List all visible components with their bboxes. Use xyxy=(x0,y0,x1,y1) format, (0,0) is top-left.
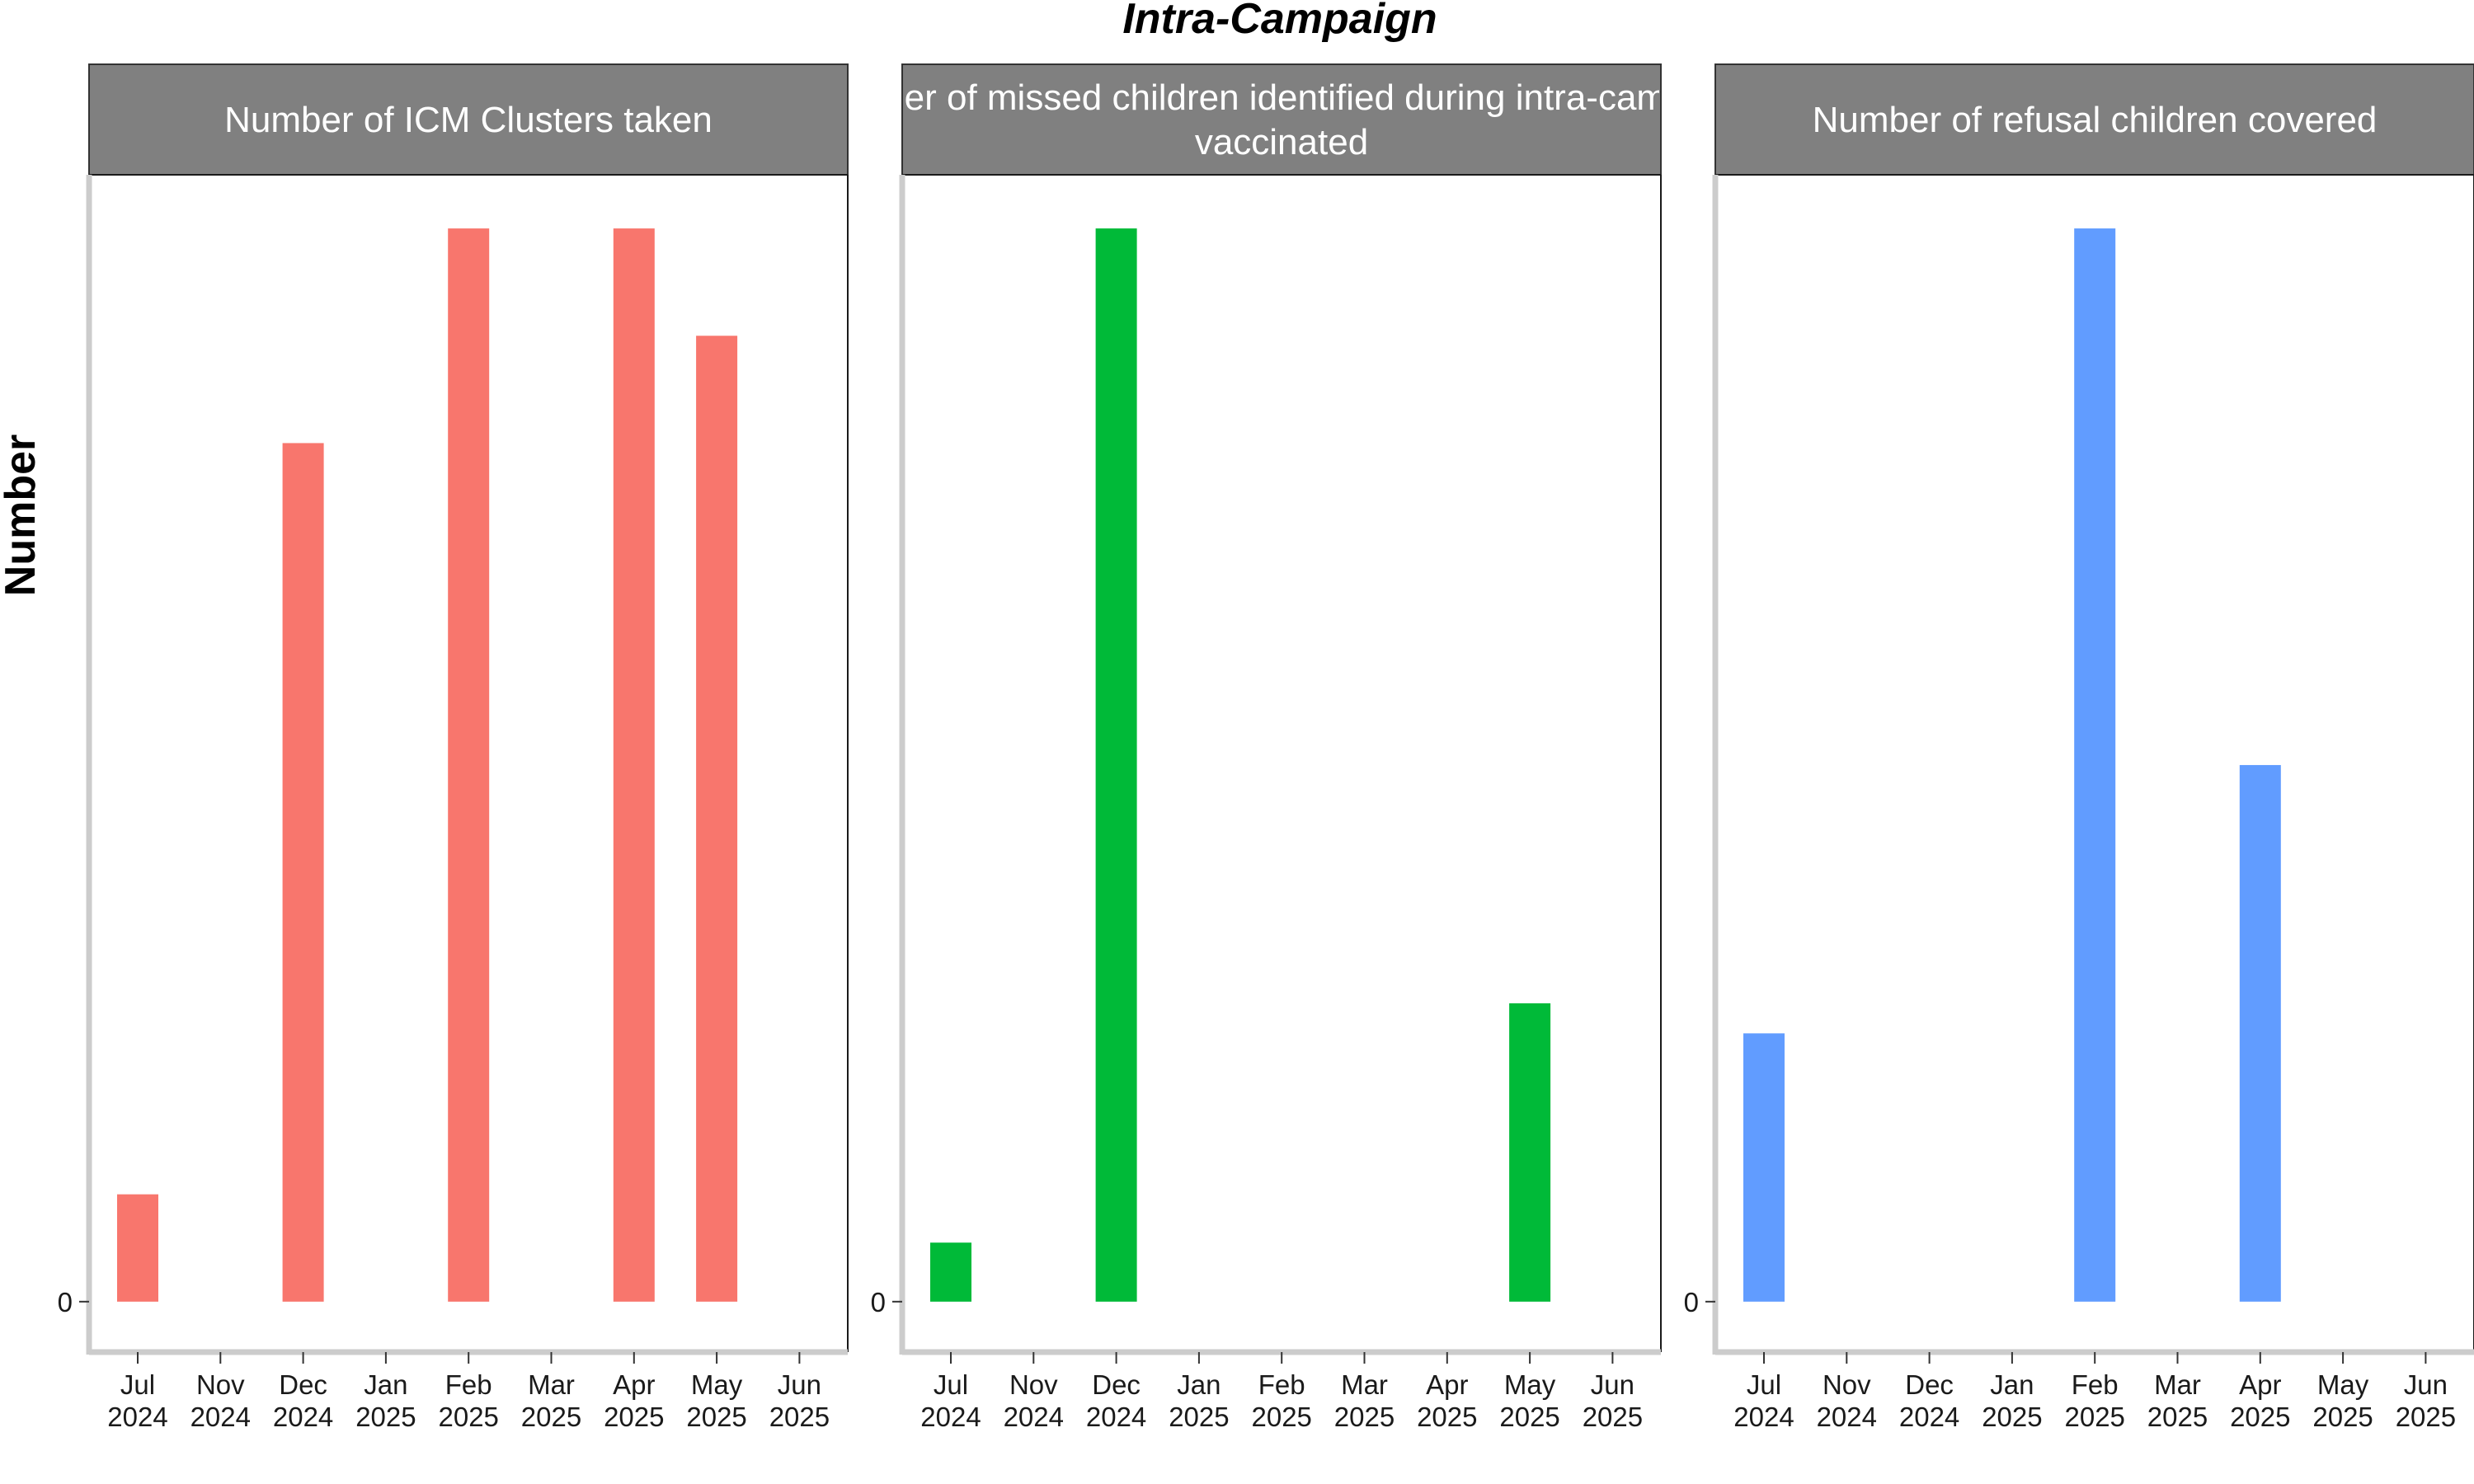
x-tick-label: Nov 2024 xyxy=(1004,1369,1064,1432)
x-tick-label: Dec 2024 xyxy=(273,1369,333,1432)
x-tick-label: Dec 2024 xyxy=(1899,1369,1959,1432)
panel-1: Number of ICM Clusters taken 0 Jul 2024 Nov 2… xyxy=(58,63,849,1432)
x-tick-label: Dec 2024 xyxy=(1086,1369,1146,1432)
facet-strip xyxy=(901,63,1662,176)
y-tick-label: 0 xyxy=(1684,1287,1699,1317)
y-tick-label: 0 xyxy=(58,1287,73,1317)
facet-strip-label: Number of refusal children covered xyxy=(1813,100,2378,140)
x-tick-label: Jul 2024 xyxy=(107,1369,167,1432)
bar xyxy=(448,228,490,1302)
x-tick-label: Jun 2025 xyxy=(2396,1369,2456,1432)
y-tick-label: 0 xyxy=(871,1287,886,1317)
panel-3: Number of refusal children covered 0 Jul 20… xyxy=(1684,63,2474,1432)
bar xyxy=(1095,228,1137,1302)
y-axis-label: Number xyxy=(0,434,45,596)
facet-strip xyxy=(1714,63,2474,176)
x-tick-label: Mar 2025 xyxy=(521,1369,581,1432)
bar xyxy=(1743,1033,1785,1302)
x-tick-label: Jun 2025 xyxy=(769,1369,830,1432)
x-tick-label: Apr 2025 xyxy=(604,1369,664,1432)
x-tick-label: Mar 2025 xyxy=(2147,1369,2208,1432)
bar xyxy=(282,443,324,1302)
x-tick-label: Jun 2025 xyxy=(1583,1369,1643,1432)
x-tick-label: Apr 2025 xyxy=(2230,1369,2290,1432)
x-tick-label: Apr 2025 xyxy=(1417,1369,1477,1432)
bar xyxy=(613,228,655,1302)
bar xyxy=(117,1194,158,1302)
x-tick-label: Jan 2025 xyxy=(1169,1369,1229,1432)
bar xyxy=(1509,1003,1551,1302)
x-tick-label: Jan 2025 xyxy=(355,1369,416,1432)
panels: Number of ICM Clusters taken 0 Jul 2024 Nov 2… xyxy=(58,63,2474,1432)
bar xyxy=(930,1242,971,1302)
bar xyxy=(2239,764,2281,1302)
x-tick-label: Jan 2025 xyxy=(1982,1369,2042,1432)
facet-strip-label: Number of missed children identified dur… xyxy=(807,77,1755,118)
x-tick-label: May 2025 xyxy=(686,1369,746,1432)
x-tick-label: Jul 2024 xyxy=(1733,1369,1794,1432)
facet-strip-label: Number of ICM Clusters taken xyxy=(224,100,713,140)
x-tick-label: Feb 2025 xyxy=(1251,1369,1311,1432)
bar xyxy=(696,336,738,1302)
x-tick-label: Nov 2024 xyxy=(1817,1369,1877,1432)
x-tick-label: Feb 2025 xyxy=(2064,1369,2124,1432)
x-tick-label: Mar 2025 xyxy=(1334,1369,1395,1432)
chart-title: Intra-Campaign xyxy=(1122,0,1437,43)
facet-strip xyxy=(88,63,849,176)
x-tick-label: May 2025 xyxy=(1499,1369,1559,1432)
x-tick-label: Feb 2025 xyxy=(438,1369,498,1432)
bar xyxy=(2074,228,2116,1302)
facet-strip-label: vaccinated xyxy=(1195,122,1368,162)
x-tick-label: Nov 2024 xyxy=(190,1369,251,1432)
x-tick-label: Jul 2024 xyxy=(920,1369,981,1432)
x-tick-label: May 2025 xyxy=(2312,1369,2373,1432)
panel-2: Number of missed children identified dur… xyxy=(807,63,1755,1432)
